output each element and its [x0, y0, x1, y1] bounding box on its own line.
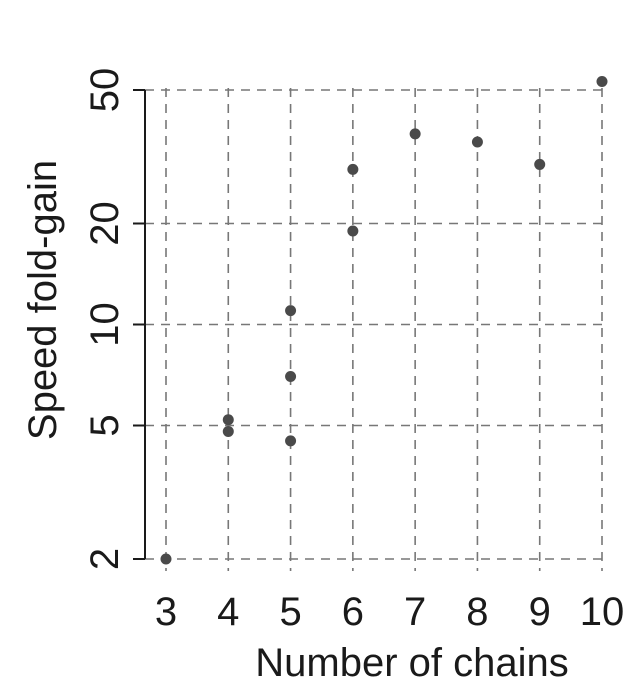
x-tick-label: 4 — [217, 590, 239, 634]
x-tick-label: 3 — [155, 590, 177, 634]
x-tick-label: 5 — [279, 590, 301, 634]
y-tick-label: 10 — [83, 302, 127, 347]
y-tick-label: 20 — [83, 201, 127, 246]
x-tick-labels: 3 4 5 6 7 8 9 10 — [155, 590, 624, 634]
data-points — [160, 76, 608, 565]
x-tick-label: 10 — [580, 590, 625, 634]
data-point — [347, 225, 359, 237]
data-point — [596, 76, 608, 88]
data-point — [471, 136, 483, 148]
x-tick-label: 8 — [466, 590, 488, 634]
x-tick-label: 6 — [342, 590, 364, 634]
x-tick-label: 7 — [404, 590, 426, 634]
grid-lines — [145, 88, 606, 571]
data-point — [160, 553, 172, 565]
data-point — [285, 305, 297, 317]
x-axis-title: Number of chains — [255, 641, 568, 685]
y-tick-label: 5 — [83, 414, 127, 436]
y-tick-labels: 2 5 10 20 50 — [83, 68, 145, 570]
data-point — [534, 158, 546, 170]
y-axis-title: Speed fold-gain — [21, 160, 65, 440]
data-point — [222, 414, 234, 426]
y-tick-label: 50 — [83, 68, 127, 113]
data-point — [347, 163, 359, 175]
y-tick-label: 2 — [83, 548, 127, 570]
data-point — [222, 425, 234, 437]
data-point — [285, 370, 297, 382]
data-point — [285, 435, 297, 447]
data-point — [409, 128, 421, 140]
x-tick-label: 9 — [529, 590, 551, 634]
